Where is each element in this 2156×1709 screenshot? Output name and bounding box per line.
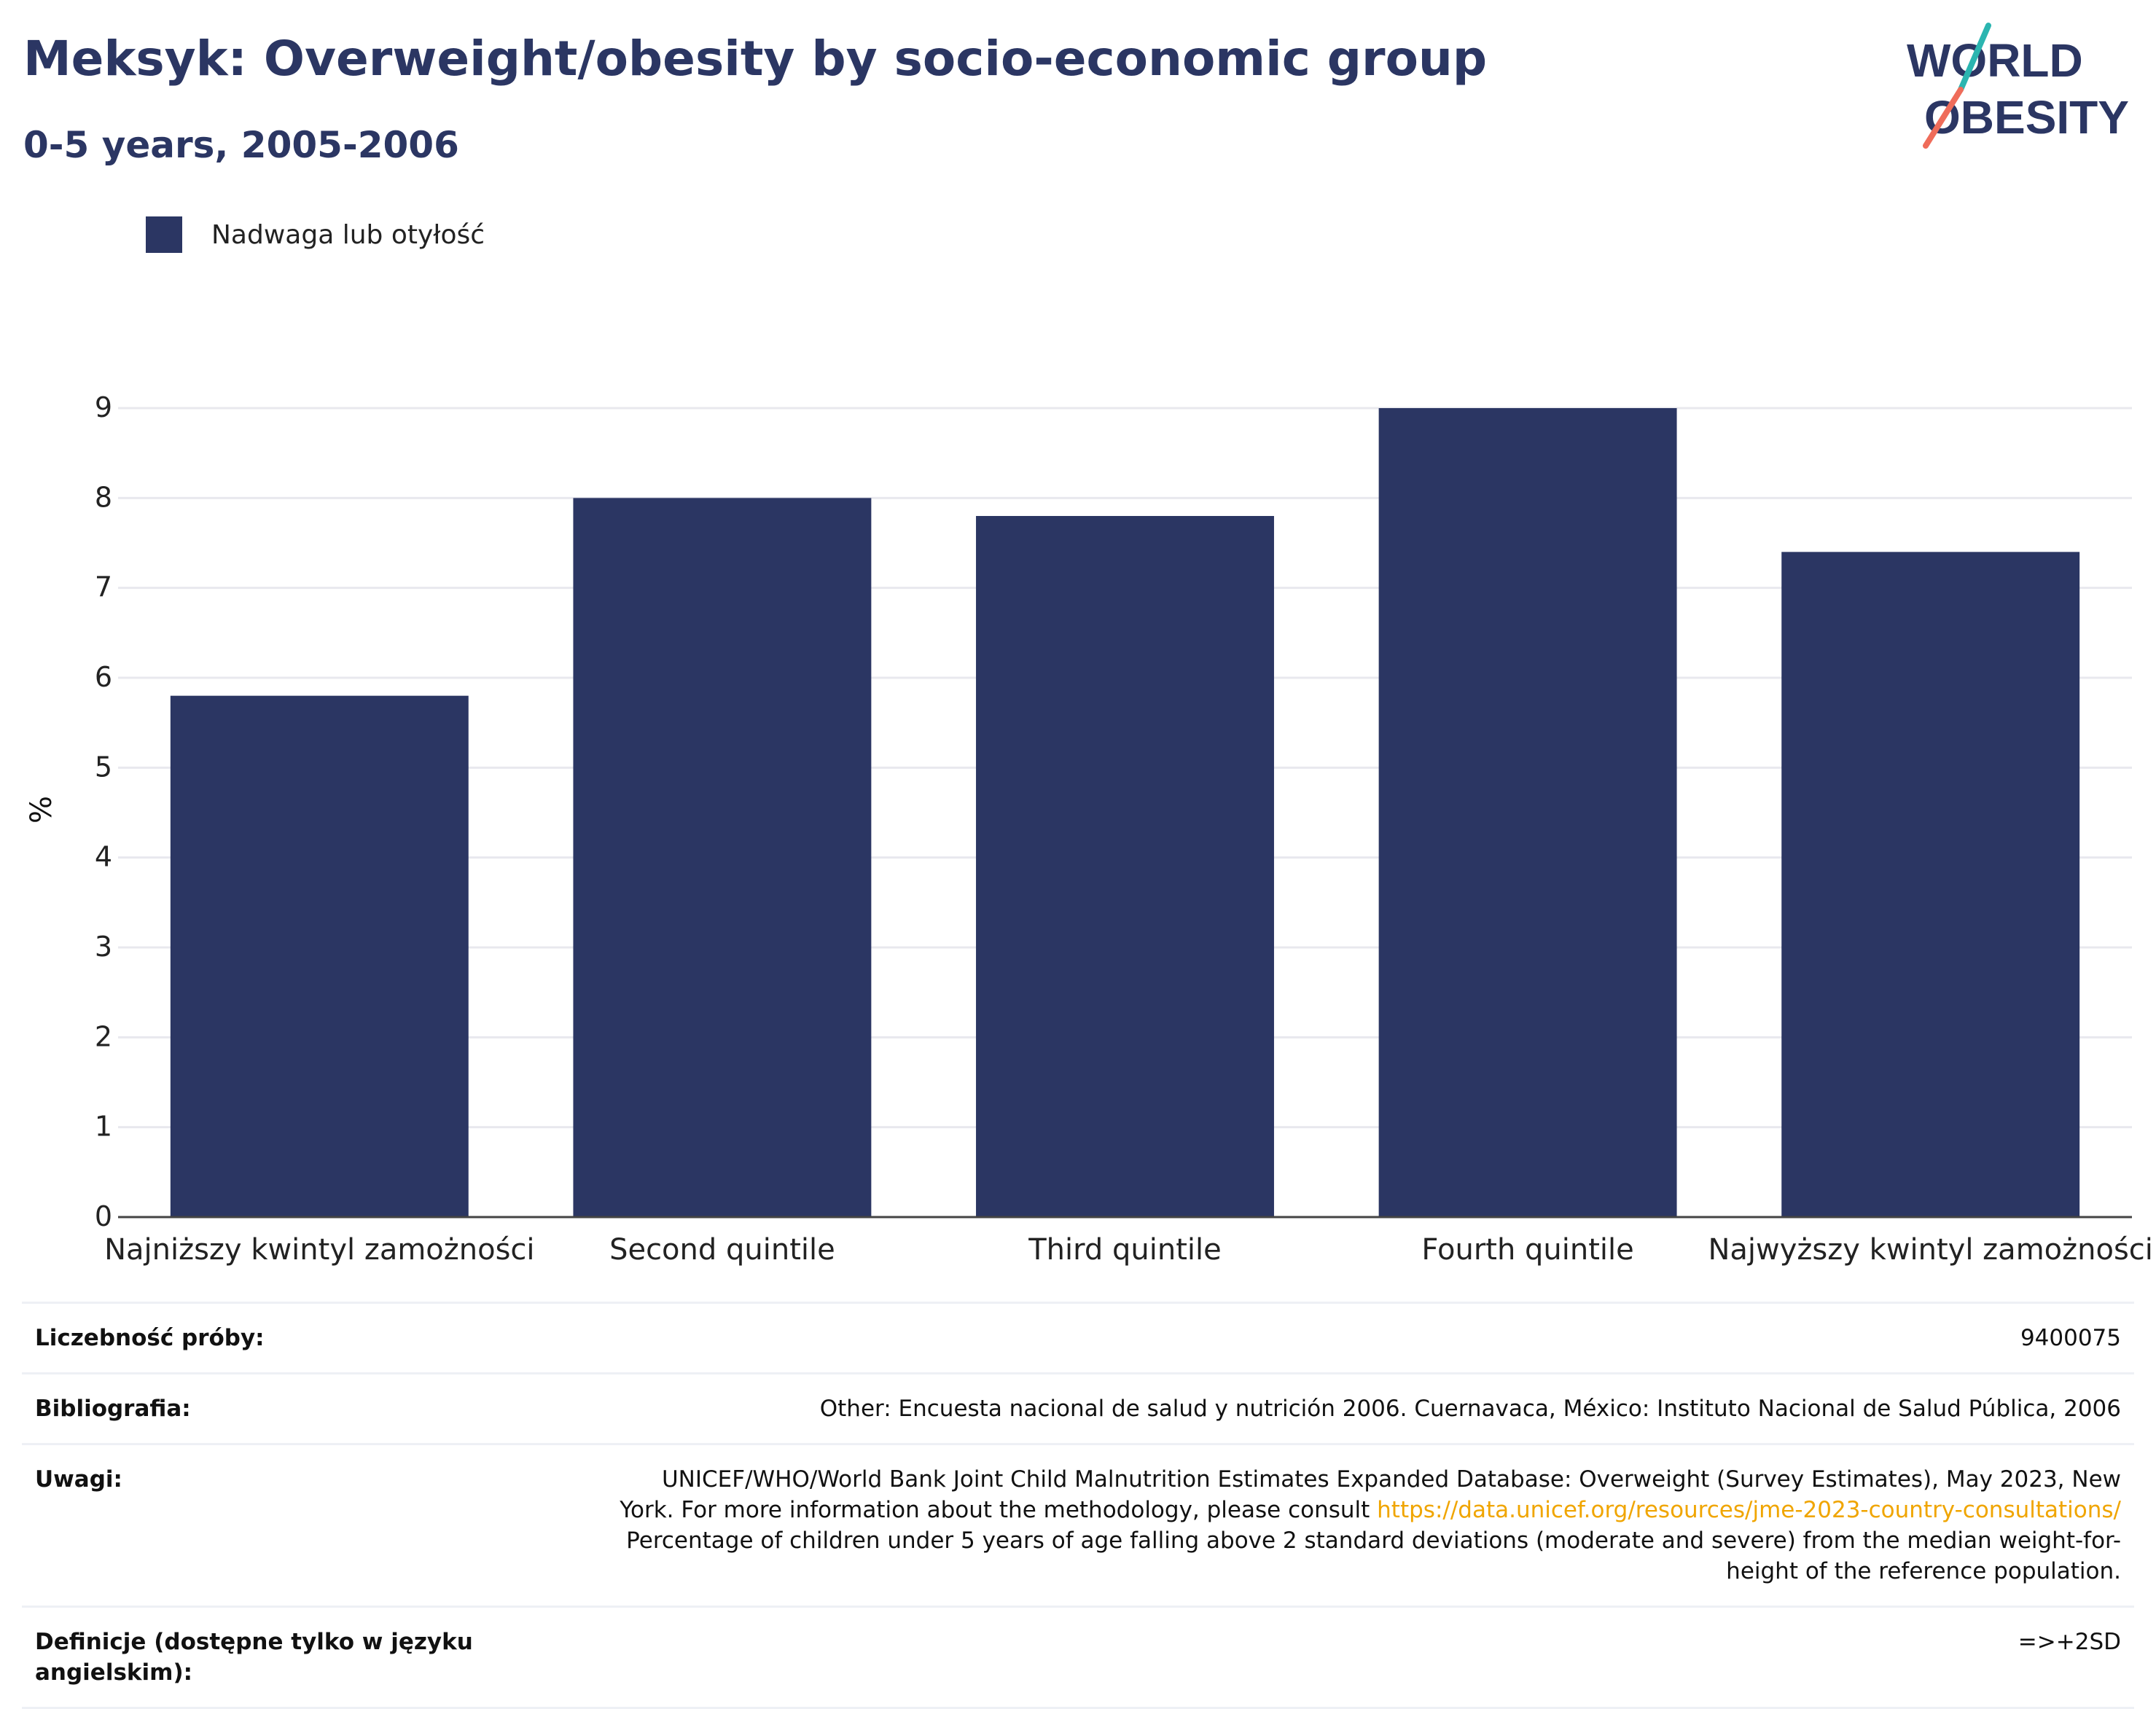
y-tick-label: 8 — [95, 481, 112, 513]
notes-value: UNICEF/WHO/World Bank Joint Child Malnut… — [605, 1464, 2121, 1587]
x-tick-label: Second quintile — [609, 1233, 835, 1267]
y-tick-label: 3 — [95, 931, 112, 963]
legend: Nadwaga lub otyłość — [146, 216, 485, 254]
bar — [170, 695, 469, 1217]
info-row-bibliography: Bibliografia: Other: Encuesta nacional d… — [22, 1372, 2134, 1443]
info-row-notes: Uwagi: UNICEF/WHO/World Bank Joint Child… — [22, 1443, 2134, 1606]
y-tick-label: 9 — [95, 391, 112, 423]
sample-size-value: 9400075 — [2020, 1325, 2121, 1351]
bar — [573, 498, 872, 1217]
y-tick-label: 7 — [95, 571, 112, 603]
notes-text-2: Percentage of children under 5 years of … — [626, 1528, 2121, 1584]
bar — [976, 516, 1274, 1217]
chart-subtitle: 0-5 years, 2005-2006 — [23, 124, 459, 166]
svg-text:OBESITY: OBESITY — [1924, 91, 2129, 144]
y-tick-label: 1 — [95, 1111, 112, 1143]
info-table: Liczebność próby: 9400075 Bibliografia: … — [22, 1302, 2134, 1709]
x-tick-label: Najniższy kwintyl zamożności — [104, 1233, 534, 1267]
info-row-definitions: Definicje (dostępne tylko w języku angie… — [22, 1606, 2134, 1709]
bar — [1378, 408, 1677, 1217]
notes-link[interactable]: https://data.unicef.org/resources/jme-20… — [1377, 1497, 2121, 1523]
info-row-sample-size: Liczebność próby: 9400075 — [22, 1302, 2134, 1372]
x-tick-label: Third quintile — [1028, 1233, 1221, 1267]
svg-text:WORLD: WORLD — [1907, 34, 2083, 87]
definitions-value: =>+2SD — [2018, 1629, 2121, 1655]
sample-size-label: Liczebność próby: — [35, 1325, 265, 1351]
x-tick-label: Fourth quintile — [1421, 1233, 1633, 1267]
bibliography-label: Bibliografia: — [35, 1396, 191, 1422]
bibliography-value: Other: Encuesta nacional de salud y nutr… — [819, 1396, 2121, 1422]
notes-label: Uwagi: — [35, 1466, 122, 1493]
y-tick-label: 2 — [95, 1020, 112, 1052]
world-obesity-logo: WORLD OBESITY — [1907, 23, 2129, 149]
legend-label: Nadwaga lub otyłość — [211, 219, 485, 250]
definitions-label: Definicje (dostępne tylko w języku angie… — [35, 1629, 473, 1686]
y-tick-label: 6 — [95, 661, 112, 693]
bar — [1781, 552, 2080, 1217]
notes-text: UNICEF/WHO/World Bank Joint Child Malnut… — [620, 1466, 2121, 1523]
bar-chart: 0 1 2 3 4 5 6 7 8 9 Najniższy kwintyl zamożności Se… — [95, 391, 2153, 1267]
legend-swatch — [146, 216, 182, 253]
y-tick-label: 0 — [95, 1200, 112, 1232]
y-tick-label: 4 — [95, 841, 112, 873]
x-tick-label: Najwyższy kwintyl zamożności — [1708, 1233, 2153, 1267]
chart-title: Meksyk: Overweight/obesity by socio-econ… — [23, 31, 1488, 87]
y-tick-label: 5 — [95, 751, 112, 783]
